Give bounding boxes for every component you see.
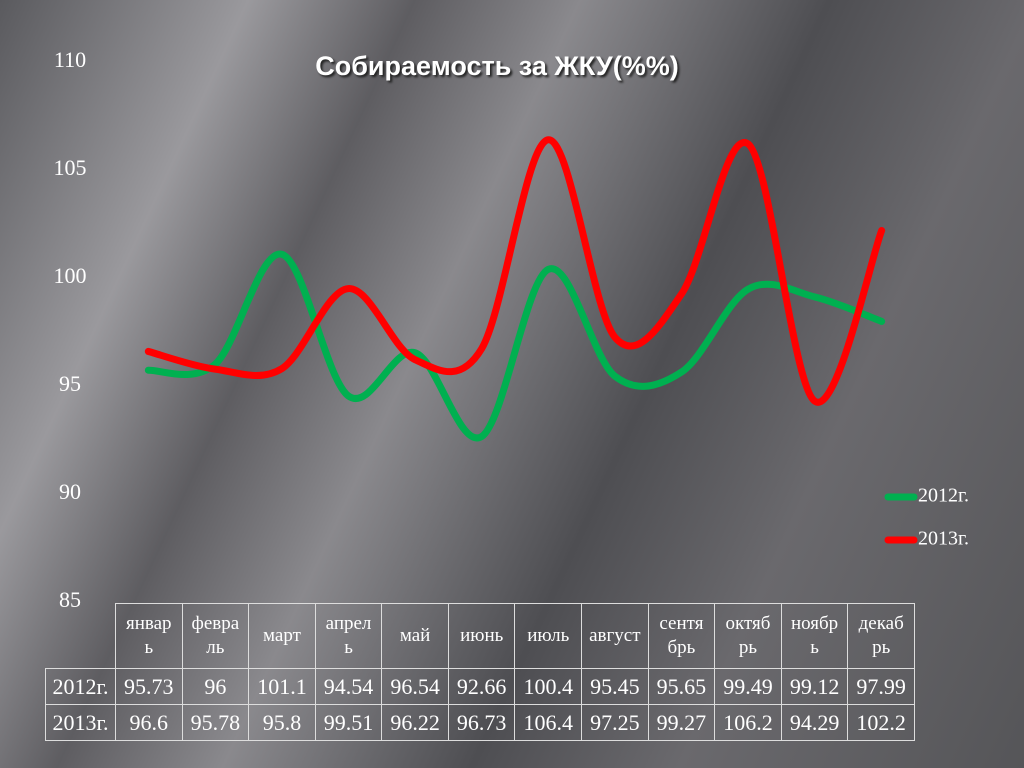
data-cell: 94.29 [780, 704, 849, 741]
series-line [144, 136, 886, 406]
y-tick-label: 90 [59, 479, 81, 504]
data-cell: 106.2 [714, 704, 782, 741]
data-cell: 97.25 [581, 704, 649, 741]
data-cell: 96.54 [381, 668, 449, 705]
data-cell: 96.22 [381, 704, 449, 741]
x-tick-label: февраль [181, 603, 250, 669]
x-tick-label: январь [115, 603, 183, 669]
data-cell: 96.6 [115, 704, 183, 741]
data-cell: 100.4 [514, 668, 583, 705]
data-cell: 96.73 [447, 704, 516, 741]
x-tick-label: май [381, 603, 449, 669]
data-cell: 96 [181, 668, 250, 705]
data-cell: 97.99 [847, 668, 915, 705]
x-tick-label: июнь [447, 603, 516, 669]
blank-cell [45, 603, 116, 669]
table-row: январь февраль март апрель май июнь июль август… [45, 603, 915, 669]
data-cell: 99.51 [314, 704, 383, 741]
series-line [144, 250, 886, 442]
x-tick-label: ноябрь [780, 603, 849, 669]
chart-title: Собираемость за ЖКУ(%%) [315, 51, 678, 81]
data-cell: 95.8 [248, 704, 316, 741]
x-tick-label: июль [514, 603, 583, 669]
table-row: 2012г. 95.73 96 101.1 94.54 96.54 92.66 100.4 95… [45, 668, 915, 705]
data-cell: 94.54 [314, 668, 383, 705]
data-cell: 99.49 [714, 668, 782, 705]
y-tick-label: 100 [54, 263, 87, 288]
row-label: 2013г. [45, 704, 116, 741]
data-table: январь февраль март апрель май июнь июль август… [45, 603, 915, 741]
y-tick-label: 95 [59, 371, 81, 396]
x-tick-label: апрель [314, 603, 383, 669]
legend-label: 2013г. [918, 528, 969, 550]
x-tick-label: март [248, 603, 316, 669]
legend-label: 2012г. [918, 485, 969, 507]
data-cell: 95.45 [581, 668, 649, 705]
row-label: 2012г. [45, 668, 116, 705]
data-cell: 95.65 [647, 668, 716, 705]
y-tick-label: 110 [54, 47, 86, 72]
data-cell: 102.2 [847, 704, 915, 741]
x-tick-label: декабрь [847, 603, 915, 669]
data-cell: 99.27 [647, 704, 716, 741]
data-cell: 99.12 [780, 668, 849, 705]
x-tick-label: август [581, 603, 649, 669]
x-tick-label: сентябрь [647, 603, 716, 669]
data-cell: 92.66 [447, 668, 516, 705]
y-tick-label: 105 [54, 155, 87, 180]
data-cell: 101.1 [248, 668, 316, 705]
x-tick-label: октябрь [714, 603, 782, 669]
data-cell: 106.4 [514, 704, 583, 741]
data-cell: 95.78 [181, 704, 250, 741]
data-cell: 95.73 [115, 668, 183, 705]
table-row: 2013г. 96.6 95.78 95.8 99.51 96.22 96.73 106.4 9… [45, 704, 915, 741]
